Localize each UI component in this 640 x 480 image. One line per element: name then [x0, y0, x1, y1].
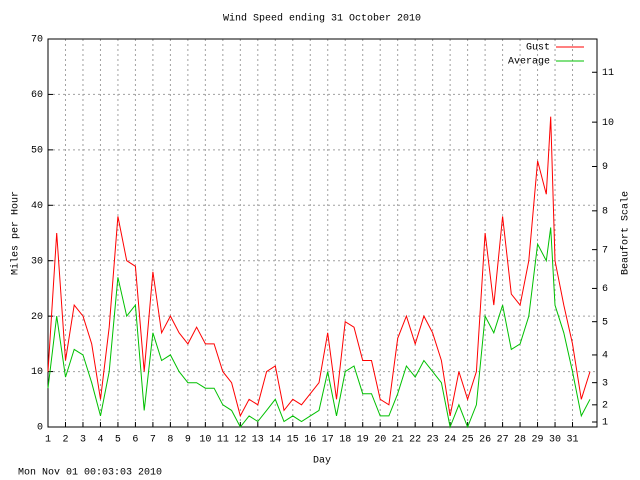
series-line: [47, 227, 591, 429]
y-tick-label: 0: [37, 423, 43, 434]
y-axis-label: Miles per Hour: [10, 191, 22, 275]
y2-tick-label: 1: [602, 418, 608, 429]
x-tick-label: 25: [462, 435, 474, 446]
x-tick-label: 15: [287, 435, 299, 446]
x-tick-label: 17: [322, 435, 334, 446]
y2-tick-label: 2: [602, 400, 608, 411]
y2-tick-label: 10: [602, 118, 614, 129]
y-tick-label: 10: [31, 367, 43, 378]
x-tick-label: 11: [217, 435, 229, 446]
x-tick-label: 14: [269, 435, 281, 446]
y-tick-label: 40: [31, 201, 43, 212]
x-tick-label: 9: [185, 435, 191, 446]
x-tick-label: 12: [234, 435, 246, 446]
footer: Mon Nov 01 00:03:03 2010: [18, 468, 162, 479]
x-tick-label: 10: [199, 435, 211, 446]
x-tick-label: 26: [479, 435, 491, 446]
x-tick-label: 16: [304, 435, 316, 446]
x-tick-label: 30: [549, 435, 561, 446]
y-tick-label: 20: [31, 312, 43, 323]
x-tick-label: 4: [97, 435, 103, 446]
x-tick-label: 6: [132, 435, 138, 446]
x-tick-label: 7: [150, 435, 156, 446]
x-tick-label: 27: [497, 435, 509, 446]
y2-tick-label: 7: [602, 245, 608, 256]
legend-label: Average: [508, 57, 550, 68]
x-axis-label: Day: [313, 456, 331, 467]
x-tick-label: 28: [514, 435, 526, 446]
x-tick-label: 23: [427, 435, 439, 446]
x-tick-label: 29: [532, 435, 544, 446]
x-tick-label: 19: [357, 435, 369, 446]
x-tick-label: 3: [80, 435, 86, 446]
x-tick-label: 18: [339, 435, 351, 446]
x-tick-label: 22: [409, 435, 421, 446]
x-tick-label: 8: [167, 435, 173, 446]
x-tick-label: 24: [444, 435, 456, 446]
series-line: [47, 116, 591, 418]
y2-axis-label: Beaufort Scale: [620, 191, 632, 275]
y-tick-label: 30: [31, 256, 43, 267]
x-tick-label: 31: [567, 435, 579, 446]
y2-tick-label: 9: [602, 162, 608, 173]
y-tick-label: 60: [31, 90, 43, 101]
y2-tick-label: 8: [602, 206, 608, 217]
x-tick-label: 21: [392, 435, 404, 446]
y2-tick-label: 6: [602, 284, 608, 295]
y2-tick-label: 5: [602, 317, 608, 328]
plot-frame: [47, 38, 598, 428]
x-tick-label: 13: [252, 435, 264, 446]
y2-tick-label: 4: [602, 351, 608, 362]
x-tick-label: 1: [45, 435, 51, 446]
x-tick-label: 20: [374, 435, 386, 446]
y2-tick-label: 11: [602, 68, 614, 79]
chart-title: Wind Speed ending 31 October 2010: [223, 13, 421, 25]
x-tick-label: 5: [115, 435, 121, 446]
y2-tick-label: 3: [602, 378, 608, 389]
y-tick-label: 70: [31, 35, 43, 46]
legend-label: Gust: [526, 43, 550, 54]
x-tick-label: 2: [62, 435, 68, 446]
y-tick-label: 50: [31, 145, 43, 156]
